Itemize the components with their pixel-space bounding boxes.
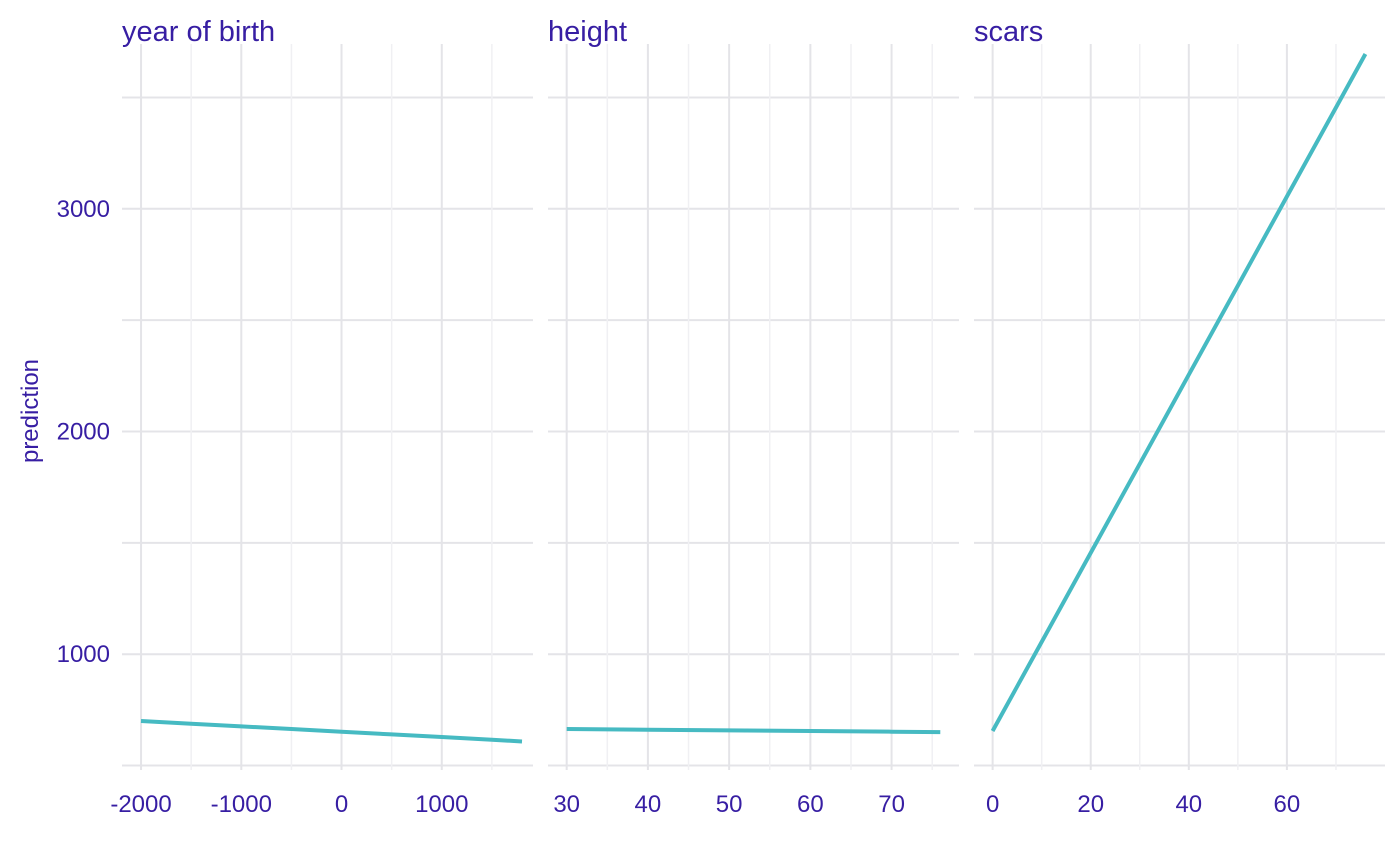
x-tick-label: 0: [986, 791, 999, 818]
y-tick-label: 2000: [57, 418, 110, 445]
series-line: [990, 53, 1368, 732]
label-layer: year of birth -2000 -1000 0 1000 height 30 40 50…: [57, 16, 1301, 818]
series-line: [140, 719, 523, 744]
series-layer: [140, 53, 1368, 744]
x-tick-label: 50: [716, 791, 743, 818]
panel-title: year of birth: [122, 16, 275, 48]
grid-layer: [122, 44, 1385, 770]
x-tick-label: -2000: [110, 791, 171, 818]
panel-title: scars: [974, 16, 1043, 48]
x-tick-label: 40: [635, 791, 662, 818]
x-tick-label: 20: [1077, 791, 1104, 818]
x-tick-label: -1000: [211, 791, 272, 818]
x-tick-label: 40: [1175, 791, 1202, 818]
y-tick-label: 3000: [57, 196, 110, 223]
panel-title: height: [548, 16, 627, 48]
series-line: [566, 727, 941, 735]
y-axis-title: prediction: [17, 359, 44, 463]
x-tick-label: 60: [1274, 791, 1301, 818]
x-tick-label: 30: [553, 791, 580, 818]
x-tick-label: 70: [878, 791, 905, 818]
y-tick-label: 1000: [57, 641, 110, 668]
x-tick-label: 0: [335, 791, 348, 818]
x-tick-label: 60: [797, 791, 824, 818]
x-tick-label: 1000: [415, 791, 468, 818]
